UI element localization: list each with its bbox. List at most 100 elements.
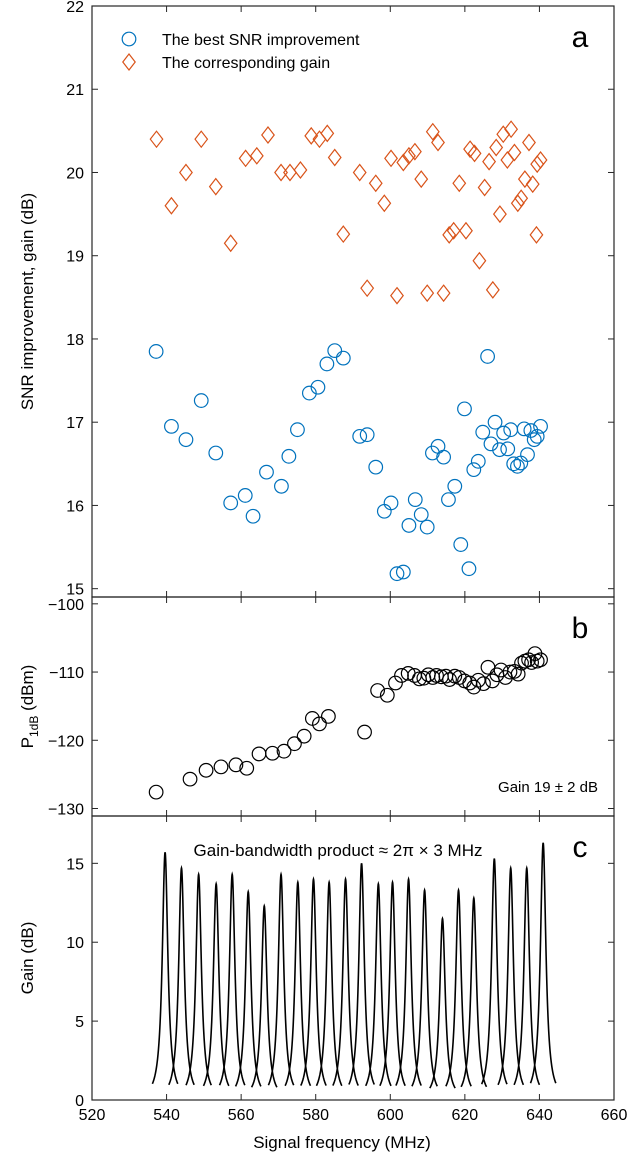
panel-b: −100 −110 −120 −130 b P1dB (dBm) Gain 19 ± 2 d… <box>18 596 615 818</box>
x-tick-label: 520 <box>79 1107 106 1124</box>
data-point-diamond <box>327 148 342 167</box>
data-point-diamond <box>293 161 308 179</box>
data-point-circle <box>480 659 496 675</box>
data-point-circle <box>436 449 452 465</box>
data-point-circle <box>319 356 335 372</box>
data-point-circle <box>301 385 317 401</box>
data-point-diamond <box>504 120 519 139</box>
x-tick-label: 560 <box>228 1107 255 1124</box>
data-point-diamond <box>482 152 497 171</box>
data-point-circle <box>524 655 539 670</box>
y-axis-label-main: P <box>18 737 37 748</box>
data-point-diamond <box>360 279 375 298</box>
data-point-diamond <box>485 280 500 299</box>
data-point-circle <box>352 428 368 444</box>
data-point-circle <box>388 675 403 691</box>
data-point-circle <box>476 676 491 692</box>
data-point-circle <box>379 687 395 703</box>
data-point-diamond <box>384 149 398 168</box>
gain-curve <box>332 876 359 1086</box>
data-point-circle <box>310 379 326 395</box>
plot-frame <box>91 815 615 1101</box>
data-point-circle <box>259 464 274 480</box>
data-point-diamond <box>500 151 515 169</box>
data-point-circle <box>453 537 469 552</box>
data-point-diamond <box>510 194 525 213</box>
x-tick-label: 540 <box>153 1107 180 1124</box>
data-point-diamond <box>414 170 429 189</box>
y-tick-label: −120 <box>48 733 84 750</box>
y-tick-label: 21 <box>66 82 84 99</box>
data-point-circle <box>462 675 478 691</box>
legend-marker-circle <box>121 31 137 47</box>
panel-letter-b: b <box>572 612 589 645</box>
data-point-diamond <box>442 225 457 244</box>
data-point-diamond <box>283 163 297 182</box>
x-tick-label: 620 <box>452 1107 479 1124</box>
data-point-circle <box>483 436 499 452</box>
data-point-circle <box>320 708 336 724</box>
data-point-circle <box>357 724 372 740</box>
y-tick-label: 22 <box>66 0 84 16</box>
plot-frame <box>91 5 615 598</box>
data-point-diamond <box>390 286 404 305</box>
data-point-diamond <box>208 177 223 196</box>
data-point-circle <box>401 518 417 533</box>
data-point-circle <box>413 507 429 522</box>
data-point-circle <box>164 418 179 434</box>
data-point-circle <box>327 343 343 359</box>
data-point-diamond <box>274 163 288 182</box>
gain-curve <box>429 916 456 1089</box>
data-point-circle <box>208 445 224 461</box>
data-point-circle <box>198 762 214 778</box>
data-point-circle <box>274 478 289 494</box>
data-point-circle <box>182 771 198 787</box>
data-point-circle <box>475 424 491 440</box>
data-point-diamond <box>436 284 451 303</box>
data-point-circle <box>296 728 312 744</box>
gain-curve <box>513 864 541 1086</box>
data-point-circle <box>500 441 516 457</box>
y-axis-label: Gain (dB) <box>18 922 37 995</box>
data-point-circle <box>148 784 164 800</box>
data-point-circle <box>510 666 526 682</box>
data-point-circle <box>492 442 507 458</box>
data-point-diamond <box>533 151 548 169</box>
y-tick-label: −100 <box>48 597 84 614</box>
data-point-circle <box>237 488 253 503</box>
panel-letter-c: c <box>573 831 588 864</box>
gain-curve <box>284 879 312 1087</box>
data-point-diamond <box>472 251 487 270</box>
data-point-diamond <box>431 133 445 152</box>
data-point-circle <box>506 456 522 472</box>
gain-curve <box>460 895 488 1088</box>
data-point-diamond <box>492 205 507 224</box>
y-tick-label: 19 <box>66 249 84 266</box>
data-point-circle <box>213 759 229 775</box>
y-tick-label: 20 <box>66 165 84 182</box>
gain-curve <box>379 879 406 1087</box>
gain-curve <box>267 871 295 1086</box>
data-point-circle <box>441 492 456 508</box>
gain-curve <box>480 858 508 1085</box>
y-tick-label: 5 <box>75 1014 84 1031</box>
data-point-circle <box>516 421 532 437</box>
y-tick-label: 0 <box>75 1093 84 1110</box>
data-point-diamond <box>529 225 544 244</box>
y-tick-label: 15 <box>66 856 84 873</box>
data-point-diamond <box>194 130 209 149</box>
gain-curve <box>300 876 327 1086</box>
data-point-diamond <box>368 174 383 193</box>
data-point-circle <box>466 462 482 478</box>
data-point-circle <box>496 425 512 441</box>
x-tick-label: 660 <box>601 1107 628 1124</box>
y-axis-label: SNR improvement, gain (dB) <box>18 193 37 410</box>
data-point-circle <box>193 393 209 408</box>
data-point-diamond <box>517 170 532 189</box>
panel-c: 0 5 10 15 520 540 560 580 600 620 640 660 c Gain (dB)… <box>18 815 628 1124</box>
data-point-circle <box>228 757 244 773</box>
data-point-circle <box>281 448 297 464</box>
data-point-diamond <box>425 122 440 141</box>
data-point-diamond <box>164 196 179 215</box>
data-point-diamond <box>496 125 511 144</box>
